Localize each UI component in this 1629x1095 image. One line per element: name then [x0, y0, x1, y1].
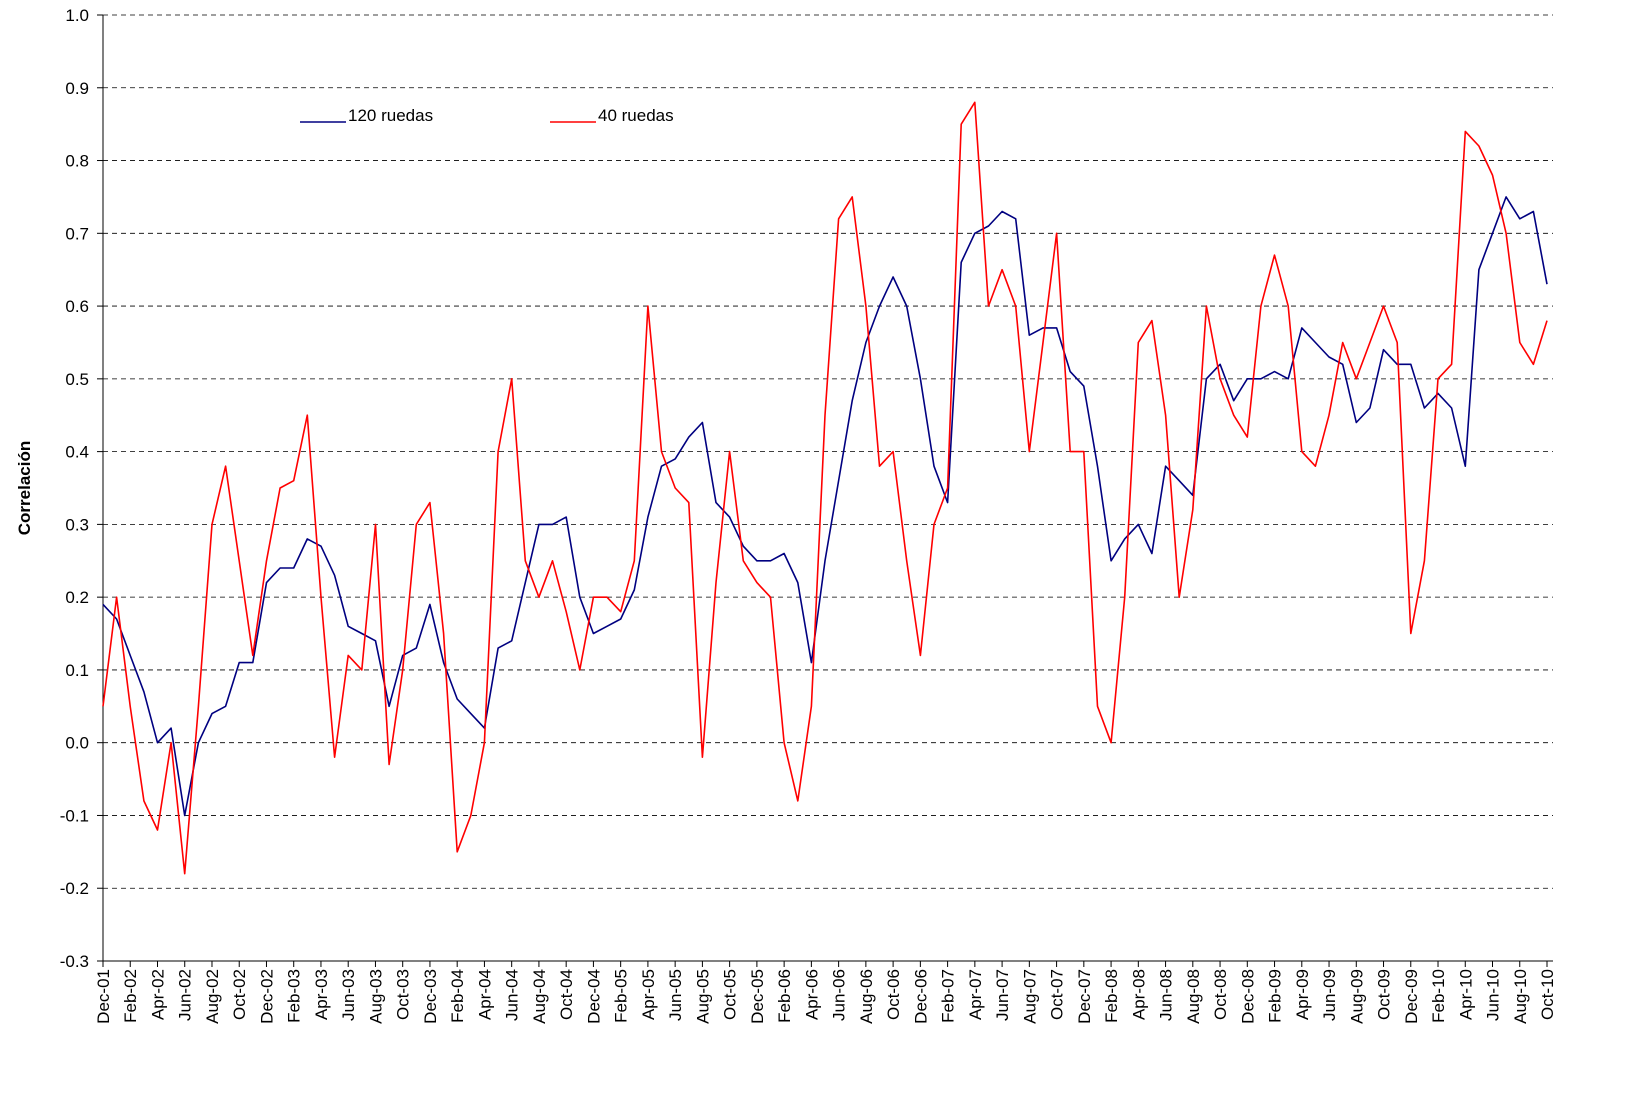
x-tick-label: Jun-08 [1157, 969, 1176, 1021]
x-tick-label: Aug-05 [693, 969, 712, 1024]
x-tick-label: Jun-07 [993, 969, 1012, 1021]
x-tick-label: Dec-07 [1075, 969, 1094, 1024]
y-tick-label: -0.1 [60, 806, 89, 825]
y-tick-label: 0.6 [65, 297, 89, 316]
x-tick-label: Oct-05 [721, 969, 740, 1020]
x-tick-label: Jun-09 [1320, 969, 1339, 1021]
x-tick-label: Aug-02 [203, 969, 222, 1024]
x-tick-label: Dec-06 [911, 969, 930, 1024]
x-tick-label: Aug-03 [366, 969, 385, 1024]
x-tick-label: Apr-08 [1129, 969, 1148, 1020]
x-tick-label: Apr-06 [802, 969, 821, 1020]
x-tick-label: Apr-09 [1293, 969, 1312, 1020]
x-tick-label: Oct-04 [557, 969, 576, 1020]
x-tick-label: Feb-09 [1266, 969, 1285, 1023]
x-tick-label: Feb-04 [448, 969, 467, 1023]
x-tick-label: Apr-10 [1456, 969, 1475, 1020]
x-tick-label: Oct-08 [1211, 969, 1230, 1020]
x-tick-label: Jun-05 [666, 969, 685, 1021]
x-tick-label: Aug-07 [1020, 969, 1039, 1024]
y-tick-label: 0.8 [65, 152, 89, 171]
y-tick-label: 0.9 [65, 79, 89, 98]
x-tick-label: Dec-09 [1402, 969, 1421, 1024]
x-tick-label: Apr-04 [475, 969, 494, 1020]
y-tick-label: 0.4 [65, 443, 89, 462]
x-tick-label: Oct-06 [884, 969, 903, 1020]
y-axis-label: Correlación [15, 441, 34, 535]
x-tick-label: Feb-10 [1429, 969, 1448, 1023]
x-tick-label: Feb-07 [939, 969, 958, 1023]
x-tick-label: Jun-03 [339, 969, 358, 1021]
x-tick-label: Aug-06 [857, 969, 876, 1024]
y-tick-label: -0.2 [60, 879, 89, 898]
legend-label: 40 ruedas [598, 106, 674, 125]
series-line [102, 196, 1548, 817]
y-tick-label: 0.1 [65, 661, 89, 680]
x-tick-label: Apr-07 [966, 969, 985, 1020]
y-tick-label: 1.0 [65, 6, 89, 25]
x-tick-label: Oct-09 [1375, 969, 1394, 1020]
y-tick-label: 0.3 [65, 515, 89, 534]
x-tick-label: Dec-02 [257, 969, 276, 1024]
x-tick-label: Apr-03 [312, 969, 331, 1020]
x-tick-label: Dec-01 [94, 969, 113, 1024]
x-tick-label: Feb-08 [1102, 969, 1121, 1023]
x-tick-label: Feb-03 [285, 969, 304, 1023]
x-tick-label: Jun-04 [503, 969, 522, 1021]
x-tick-label: Oct-03 [394, 969, 413, 1020]
x-tick-label: Feb-02 [121, 969, 140, 1023]
y-tick-label: -0.3 [60, 952, 89, 971]
x-tick-label: Aug-10 [1511, 969, 1530, 1024]
x-tick-label: Apr-02 [148, 969, 167, 1020]
x-tick-label: Apr-05 [639, 969, 658, 1020]
legend-label: 120 ruedas [348, 106, 433, 125]
y-tick-label: 0.0 [65, 734, 89, 753]
x-tick-label: Jun-06 [830, 969, 849, 1021]
y-tick-label: 0.7 [65, 224, 89, 243]
x-tick-label: Aug-04 [530, 969, 549, 1024]
x-tick-label: Dec-05 [748, 969, 767, 1024]
x-tick-label: Jun-10 [1484, 969, 1503, 1021]
x-tick-label: Aug-09 [1347, 969, 1366, 1024]
x-tick-label: Dec-03 [421, 969, 440, 1024]
x-tick-label: Feb-05 [612, 969, 631, 1023]
x-tick-label: Dec-08 [1238, 969, 1257, 1024]
x-tick-label: Dec-04 [584, 969, 603, 1024]
series-line [102, 101, 1548, 875]
y-tick-label: 0.5 [65, 370, 89, 389]
x-tick-label: Oct-02 [230, 969, 249, 1020]
x-tick-label: Oct-07 [1048, 969, 1067, 1020]
x-tick-label: Feb-06 [775, 969, 794, 1023]
y-tick-label: 0.2 [65, 588, 89, 607]
x-tick-label: Jun-02 [176, 969, 195, 1021]
x-tick-label: Aug-08 [1184, 969, 1203, 1024]
x-tick-label: Oct-10 [1538, 969, 1557, 1020]
